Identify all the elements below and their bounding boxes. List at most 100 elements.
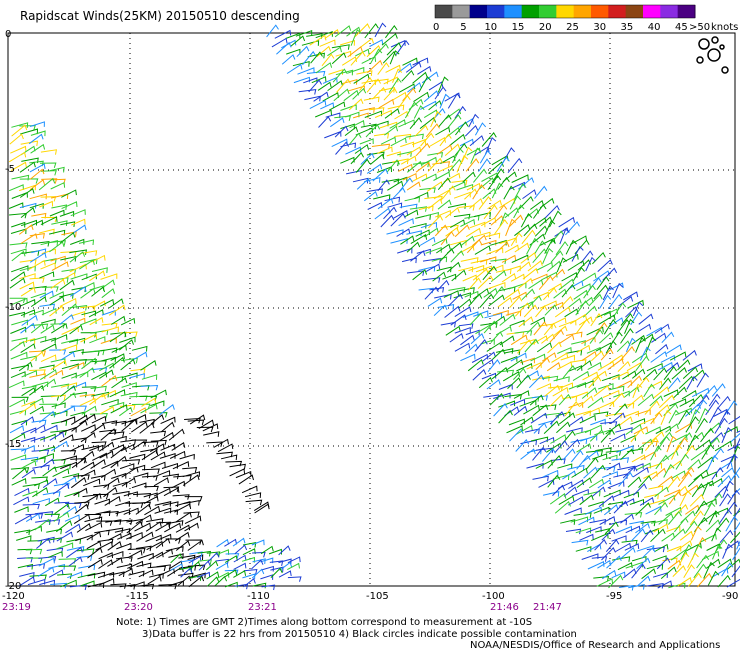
wind-barb (232, 537, 246, 547)
plot-frame (7, 32, 736, 587)
wind-barb (20, 456, 39, 463)
wind-barb (243, 577, 256, 588)
wind-barb (120, 358, 136, 371)
wind-barb (80, 333, 98, 343)
wind-barb (9, 425, 25, 434)
wind-barb (407, 82, 422, 93)
wind-barb (309, 34, 327, 46)
wind-barb (159, 453, 176, 459)
wind-barb (714, 417, 728, 434)
wind-barb (89, 412, 108, 419)
wind-barb (567, 464, 585, 471)
wind-barb (539, 300, 557, 309)
wind-barb (119, 406, 133, 417)
wind-barb (708, 393, 721, 407)
wind-barb (184, 522, 199, 532)
wind-barb (50, 278, 66, 289)
wind-barb (60, 416, 76, 423)
wind-barb (39, 303, 56, 310)
wind-barb (535, 305, 548, 318)
wind-barb (175, 540, 191, 551)
wind-barb (531, 395, 548, 401)
wind-barb (665, 423, 679, 433)
wind-barb (189, 551, 203, 557)
wind-barb (588, 293, 603, 307)
wind-barb (11, 364, 30, 371)
wind-barb (696, 572, 713, 588)
wind-barb (138, 583, 155, 590)
wind-barb (554, 440, 568, 453)
wind-barb (615, 542, 632, 552)
wind-barb (683, 564, 695, 579)
wind-barb (83, 478, 101, 487)
wind-barb (183, 499, 200, 506)
wind-barb (608, 293, 623, 310)
wind-barb (20, 128, 39, 135)
wind-barb (50, 394, 66, 401)
wind-barb (655, 454, 670, 470)
wind-barb (533, 422, 548, 434)
wind-barb (20, 287, 36, 297)
wind-barb (726, 453, 738, 470)
wind-barb (159, 431, 175, 442)
wind-barb (9, 398, 26, 408)
wind-barb (614, 403, 628, 416)
wind-barb (410, 234, 428, 245)
wind-barb (334, 25, 352, 38)
wind-barb (459, 287, 475, 293)
wind-barb (413, 105, 425, 119)
wind-barb (558, 412, 576, 425)
wind-barb (365, 124, 381, 138)
wind-barb (493, 403, 508, 417)
wind-barb (500, 355, 518, 363)
wind-barb (30, 323, 45, 334)
wind-barb (99, 279, 115, 291)
wind-barb (99, 406, 115, 415)
wind-barb (134, 522, 151, 532)
wind-barb (581, 387, 598, 399)
wind-barb (557, 463, 573, 470)
wind-barb (20, 416, 35, 426)
wind-barb (315, 62, 333, 74)
wind-barb (639, 346, 651, 361)
wind-barb (197, 571, 211, 578)
wind-barb (217, 443, 234, 453)
wind-barb (731, 565, 740, 578)
wind-barb (603, 489, 621, 498)
wind-barb (551, 352, 569, 363)
wind-barb (639, 497, 655, 506)
wind-barb (520, 416, 534, 426)
wind-barb (184, 496, 203, 502)
wind-barb (131, 403, 151, 410)
wind-barb (162, 473, 180, 480)
wind-barb (59, 279, 75, 291)
wind-barb (60, 221, 76, 227)
wind-barb (620, 313, 634, 326)
wind-barb (29, 323, 49, 330)
wind-barb (646, 326, 663, 337)
wind-barb (216, 538, 230, 548)
wind-barb (530, 199, 545, 210)
wind-barb (651, 332, 667, 343)
wind-barb (643, 383, 655, 398)
wind-barb (40, 324, 55, 334)
wind-barb (516, 261, 532, 272)
wind-barb (320, 102, 335, 110)
wind-barb (515, 439, 530, 452)
wind-barb (434, 224, 448, 237)
wind-barb (81, 405, 97, 415)
wind-barb (46, 528, 63, 535)
wind-barb (469, 198, 484, 209)
wind-barb (546, 361, 561, 372)
wind-barb (487, 264, 504, 273)
wind-barb (233, 562, 247, 570)
wind-barb (147, 575, 162, 585)
wind-barb (691, 369, 706, 381)
wind-barb (736, 540, 740, 550)
wind-barb (61, 326, 79, 335)
wind-barb (99, 578, 115, 586)
wind-barb (89, 393, 106, 406)
wind-barb (543, 322, 557, 336)
wind-barb (519, 301, 534, 309)
wind-barb (335, 141, 350, 155)
